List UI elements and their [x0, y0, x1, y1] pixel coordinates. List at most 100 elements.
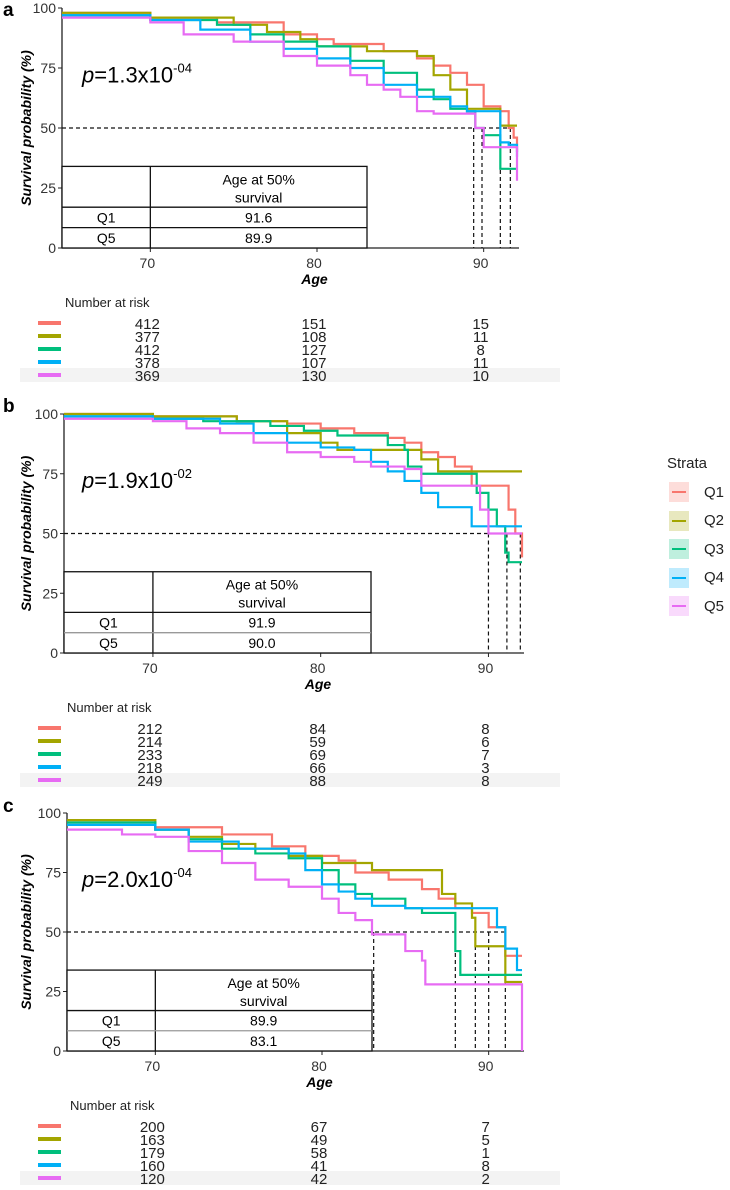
- p-exponent: -04: [173, 865, 192, 880]
- risk-count: 127: [301, 342, 326, 359]
- risk-count: 8: [481, 721, 489, 738]
- table-value: 89.9: [250, 1013, 277, 1029]
- y-tick-label: 50: [42, 526, 58, 542]
- survival-curve-q5: [67, 828, 524, 1051]
- risk-count: 179: [140, 1145, 165, 1162]
- y-axis-title: Survival probability (%): [18, 50, 34, 206]
- risk-count: 233: [137, 747, 162, 764]
- risk-count: 11: [473, 329, 489, 346]
- median-survival-table: Age at 50% survival Q1 91.6 Q5 89.9: [61, 165, 368, 249]
- panel-label: c: [3, 796, 14, 817]
- risk-count: 84: [309, 721, 326, 738]
- legend-item-q1: Q1: [640, 478, 730, 507]
- y-tick-label: 100: [38, 805, 62, 821]
- median-survival-table: Age at 50% survival Q1 89.9 Q5 83.1: [66, 969, 373, 1052]
- table-header: Age at 50%: [226, 577, 298, 593]
- y-tick-label: 100: [35, 406, 59, 422]
- risk-count: 369: [135, 368, 160, 385]
- risk-count: 378: [135, 355, 160, 372]
- y-tick-label: 25: [42, 585, 58, 601]
- legend-label: Q1: [704, 483, 725, 501]
- risk-count: 11: [473, 355, 489, 372]
- panel-a: a 0 25 50 75 100 70 80 90 Age Survival probability…: [3, 0, 560, 385]
- x-axis-title: Age: [300, 271, 328, 287]
- y-tick-label: 0: [50, 645, 58, 661]
- risk-count: 151: [301, 316, 326, 333]
- x-tick-label: 70: [142, 660, 158, 676]
- risk-count: 8: [481, 773, 489, 790]
- table-group: Q5: [102, 1033, 121, 1049]
- x-axis-title: Age: [304, 676, 332, 692]
- y-tick-label: 25: [45, 984, 61, 1000]
- y-axis-title: Survival probability (%): [18, 455, 34, 611]
- risk-count: 15: [472, 316, 489, 333]
- risk-count: 2: [481, 1171, 489, 1188]
- legend-swatch: [669, 596, 689, 617]
- survival-curve-q4: [62, 14, 519, 157]
- risk-count: 107: [301, 355, 326, 372]
- table-group: Q1: [102, 1013, 121, 1029]
- risk-count: 218: [137, 760, 162, 777]
- table-header: Age at 50%: [227, 975, 299, 991]
- table-group: Q1: [99, 615, 118, 631]
- p-mantissa: =1.3x10: [94, 62, 173, 87]
- risk-count: 412: [135, 316, 160, 333]
- survival-curve-q3: [62, 14, 517, 170]
- risk-count: 67: [311, 1119, 328, 1136]
- risk-table-shade: [20, 1171, 560, 1185]
- x-tick-label: 80: [310, 660, 326, 676]
- p-symbol: p: [81, 468, 94, 493]
- x-tick-label: 90: [478, 660, 494, 676]
- y-tick-label: 100: [33, 0, 57, 16]
- table-value: 91.6: [245, 209, 272, 225]
- risk-count: 130: [301, 368, 326, 385]
- y-tick-label: 25: [40, 180, 56, 196]
- p-mantissa: =1.9x10: [94, 468, 173, 493]
- risk-count: 377: [135, 329, 160, 346]
- strata-legend: Strata Q1 Q2 Q3 Q4 Q5: [640, 455, 730, 621]
- p-mantissa: =2.0x10: [94, 867, 173, 892]
- legend-swatch: [669, 510, 689, 531]
- risk-count: 3: [481, 760, 489, 777]
- risk-count: 1: [481, 1145, 489, 1162]
- risk-table-shade: [20, 773, 560, 787]
- table-group: Q1: [97, 209, 116, 225]
- legend-item-q2: Q2: [640, 507, 730, 536]
- legend-swatch: [669, 539, 689, 560]
- legend-label: Q5: [704, 597, 725, 615]
- x-tick-label: 70: [145, 1058, 161, 1074]
- p-value: p=1.9x10-02: [81, 466, 192, 493]
- table-value: 91.9: [248, 615, 275, 631]
- legend-swatch: [669, 482, 689, 503]
- x-tick-label: 70: [140, 255, 156, 271]
- survival-curve-q4: [64, 415, 522, 528]
- table-group: Q5: [99, 635, 118, 651]
- table-header: survival: [235, 189, 282, 205]
- y-tick-label: 75: [42, 466, 58, 482]
- risk-count: 41: [311, 1158, 328, 1175]
- y-axis-title: Survival probability (%): [18, 854, 34, 1010]
- table-value: 83.1: [250, 1033, 277, 1049]
- risk-count: 8: [481, 1158, 489, 1175]
- y-tick-label: 75: [40, 60, 56, 76]
- p-symbol: p: [81, 62, 94, 87]
- risk-count: 249: [137, 773, 162, 790]
- risk-count: 120: [140, 1171, 165, 1188]
- table-value: 90.0: [248, 635, 275, 651]
- risk-count: 42: [311, 1171, 328, 1188]
- legend-label: Q4: [704, 569, 725, 587]
- table-header: survival: [240, 993, 287, 1009]
- risk-count: 108: [301, 329, 326, 346]
- x-tick-label: 90: [478, 1058, 494, 1074]
- table-header: survival: [238, 595, 285, 611]
- panel-b: b 0 25 50 75 100 70 80 90 Age Survival probability…: [3, 396, 560, 790]
- risk-count: 5: [481, 1132, 489, 1149]
- risk-table-shade: [20, 368, 560, 382]
- legend-item-q3: Q3: [640, 535, 730, 564]
- y-tick-label: 0: [53, 1043, 61, 1059]
- legend-label: Q3: [704, 540, 725, 558]
- panel-label: a: [3, 0, 14, 21]
- survival-curve-q2: [67, 819, 522, 984]
